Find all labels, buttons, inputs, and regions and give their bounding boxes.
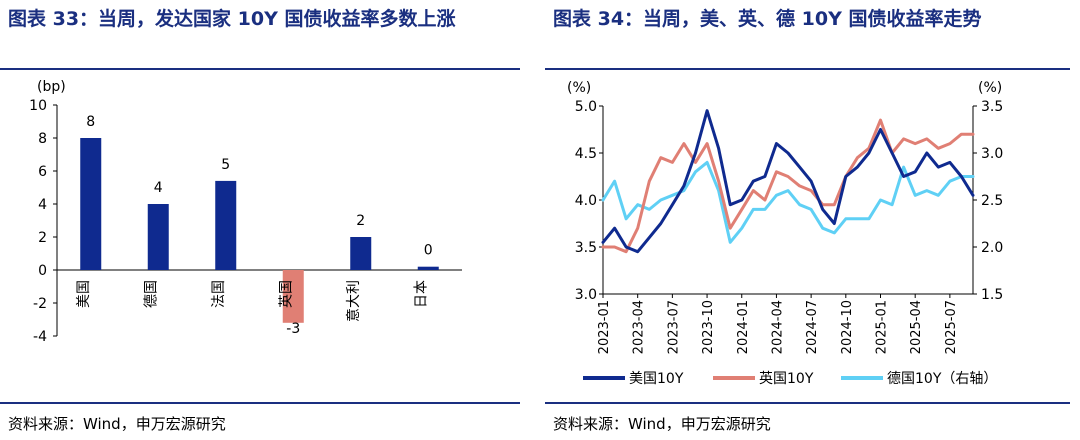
x-tick-label: 2025-04 xyxy=(909,300,924,354)
left-source-note: 资料来源：Wind，申万宏源研究 xyxy=(8,415,226,433)
series-line xyxy=(601,109,975,254)
left-footer-rule xyxy=(0,402,520,404)
bar-chart: (bp) -4 -2 0 2 4 6 8 10 8 美国 4 德国 5 法国 -3 英国 2 意大利 0 日本 xyxy=(29,79,462,345)
right-y-tick-label: 1.5 xyxy=(981,287,1003,303)
left-y-tick-label: 4.5 xyxy=(575,146,597,162)
bar xyxy=(147,204,169,270)
series-line xyxy=(601,118,975,254)
x-category-label: 美国 xyxy=(76,280,92,308)
x-tick-label: 2025-01 xyxy=(875,300,890,354)
legend-label: 德国10Y（右轴） xyxy=(887,371,997,387)
x-category-label: 日本 xyxy=(413,280,429,308)
left-y-tick-label: 4.0 xyxy=(575,193,597,209)
bar-data-label: 2 xyxy=(356,213,365,229)
x-tick-label: 2024-10 xyxy=(840,300,855,354)
right-y-tick-label: 2.0 xyxy=(981,240,1003,256)
y-tick-label: -4 xyxy=(33,329,47,345)
bar xyxy=(417,266,439,270)
bar xyxy=(215,180,237,270)
right-axis-unit: (%) xyxy=(978,80,1002,96)
x-tick-label: 2023-10 xyxy=(701,300,716,354)
x-category-label: 意大利 xyxy=(345,280,362,322)
right-source-note: 资料来源：Wind，申万宏源研究 xyxy=(553,415,771,433)
x-tick-label: 2024-01 xyxy=(736,300,751,354)
bar-data-label: 0 xyxy=(424,243,433,259)
x-tick-label: 2024-04 xyxy=(770,300,785,354)
bar xyxy=(80,138,102,270)
y-tick-label: 4 xyxy=(38,197,47,213)
bar-data-label: 8 xyxy=(86,114,95,130)
x-category-label: 德国 xyxy=(143,280,159,308)
series-line xyxy=(601,160,975,244)
left-y-tick-label: 3.0 xyxy=(575,287,597,303)
x-tick-label: 2023-07 xyxy=(666,300,681,354)
y-tick-label: 2 xyxy=(38,230,47,246)
right-y-tick-label: 2.5 xyxy=(981,193,1003,209)
x-tick-label: 2024-07 xyxy=(805,300,820,354)
left-y-tick-label: 5.0 xyxy=(575,99,597,115)
left-chart-title: 图表 33：当周，发达国家 10Y 国债收益率多数上涨 xyxy=(8,8,456,30)
bar-data-label: 4 xyxy=(154,180,163,196)
legend-label: 英国10Y xyxy=(759,370,814,387)
bar xyxy=(350,237,372,270)
left-y-tick-label: 3.5 xyxy=(575,240,597,256)
left-axis-unit: (%) xyxy=(567,80,591,96)
left-panel: 图表 33：当周，发达国家 10Y 国债收益率多数上涨 (bp) -4 -2 0 2 4 6… xyxy=(0,0,530,440)
y-tick-label: 0 xyxy=(38,263,47,279)
x-tick-label: 2025-07 xyxy=(944,300,959,354)
right-title-rule xyxy=(545,68,1070,70)
right-chart-title: 图表 34：当周，美、英、德 10Y 国债收益率走势 xyxy=(553,8,982,30)
right-panel: 图表 34：当周，美、英、德 10Y 国债收益率走势 (%) (%) 3.0 3.5 4… xyxy=(545,0,1080,440)
line-chart: (%) (%) 3.0 3.5 4.0 4.5 5.0 1.5 2.0 2.5 3.0 3.5 2023… xyxy=(567,80,1003,387)
bar-data-label: 5 xyxy=(221,157,230,173)
bar-data-label: -3 xyxy=(286,321,300,337)
y-tick-label: 6 xyxy=(38,164,47,180)
bar xyxy=(282,270,304,323)
legend-label: 美国10Y xyxy=(629,371,684,387)
right-y-tick-label: 3.5 xyxy=(981,99,1003,115)
x-category-label: 英国 xyxy=(277,280,294,308)
y-tick-label: -2 xyxy=(33,296,47,312)
y-tick-label: 10 xyxy=(29,98,47,114)
y-tick-label: 8 xyxy=(38,131,47,147)
y-axis-unit: (bp) xyxy=(37,79,66,95)
right-y-tick-label: 3.0 xyxy=(981,146,1003,162)
right-footer-rule xyxy=(545,402,1070,404)
x-tick-label: 2023-04 xyxy=(632,300,647,354)
x-tick-label: 2023-01 xyxy=(597,300,612,354)
left-title-rule xyxy=(0,68,520,70)
x-category-label: 法国 xyxy=(211,280,227,308)
